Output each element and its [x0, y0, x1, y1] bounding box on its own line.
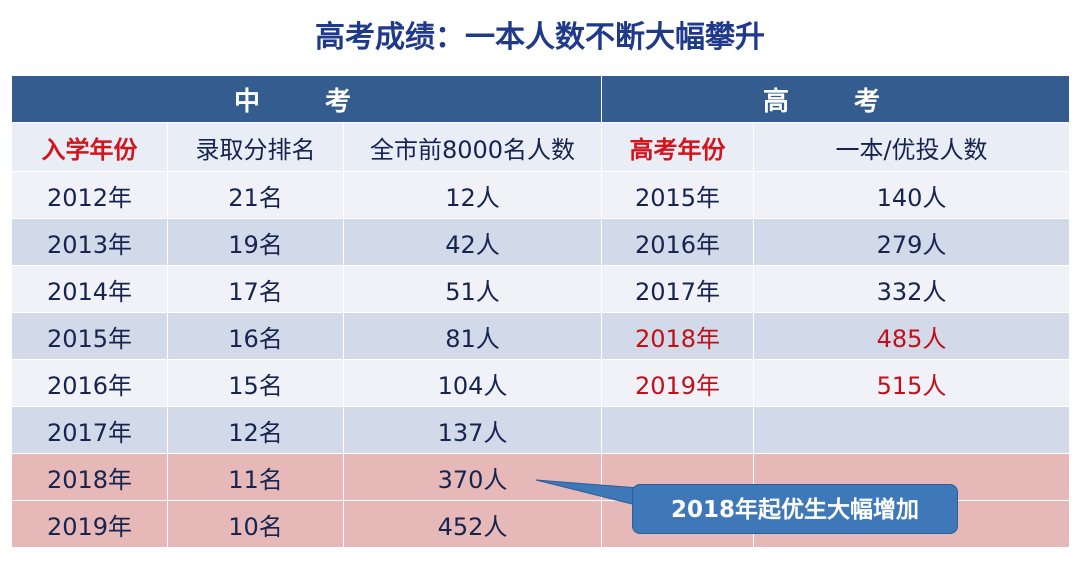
cell-tier1: 279人 [753, 218, 1070, 266]
col-header-rank: 录取分排名 [167, 122, 344, 172]
group-gaokao: 高 考 [601, 75, 1070, 123]
score-table: 中 考 高 考 入学年份 录取分排名 全市前8000名人数 高考年份 一本/优投… [11, 75, 1070, 548]
callout-box: 2018年起优生大幅增加 [632, 484, 958, 534]
cell-tier1 [753, 406, 1070, 454]
cell-top8000: 452人 [343, 500, 602, 548]
cell-tier1: 485人 [753, 312, 1070, 360]
col-header-top8000: 全市前8000名人数 [343, 122, 602, 172]
cell-tier1: 140人 [753, 171, 1070, 219]
cell-entry-year: 2012年 [11, 171, 168, 219]
cell-exam-year: 2017年 [601, 265, 754, 313]
cell-entry-year: 2014年 [11, 265, 168, 313]
cell-rank: 16名 [167, 312, 344, 360]
group-header-row: 中 考 高 考 [11, 75, 1070, 123]
table-row: 2016年 15名 104人 2019年 515人 [11, 359, 1070, 407]
cell-exam-year [601, 406, 754, 454]
cell-exam-year: 2016年 [601, 218, 754, 266]
cell-top8000: 42人 [343, 218, 602, 266]
col-header-entry-year: 入学年份 [11, 122, 168, 172]
cell-top8000: 137人 [343, 406, 602, 454]
table-row: 2017年 12名 137人 [11, 406, 1070, 454]
table-row: 2012年 21名 12人 2015年 140人 [11, 171, 1070, 219]
table-row: 2014年 17名 51人 2017年 332人 [11, 265, 1070, 313]
cell-entry-year: 2018年 [11, 453, 168, 501]
cell-entry-year: 2017年 [11, 406, 168, 454]
table-row: 2018年 11名 370人 [11, 453, 1070, 501]
cell-rank: 12名 [167, 406, 344, 454]
cell-entry-year: 2015年 [11, 312, 168, 360]
page-title: 高考成绩：一本人数不断大幅攀升 [315, 20, 765, 55]
cell-rank: 19名 [167, 218, 344, 266]
column-header-row: 入学年份 录取分排名 全市前8000名人数 高考年份 一本/优投人数 [11, 122, 1070, 172]
cell-rank: 15名 [167, 359, 344, 407]
cell-top8000: 370人 [343, 453, 602, 501]
table-row: 2015年 16名 81人 2018年 485人 [11, 312, 1070, 360]
col-header-exam-year: 高考年份 [601, 122, 754, 172]
cell-rank: 17名 [167, 265, 344, 313]
cell-exam-year: 2018年 [601, 312, 754, 360]
cell-entry-year: 2019年 [11, 500, 168, 548]
cell-top8000: 104人 [343, 359, 602, 407]
cell-tier1: 515人 [753, 359, 1070, 407]
cell-exam-year: 2019年 [601, 359, 754, 407]
table-row: 2013年 19名 42人 2016年 279人 [11, 218, 1070, 266]
cell-exam-year: 2015年 [601, 171, 754, 219]
group-zhongkao: 中 考 [11, 75, 602, 123]
cell-entry-year: 2013年 [11, 218, 168, 266]
cell-rank: 11名 [167, 453, 344, 501]
cell-entry-year: 2016年 [11, 359, 168, 407]
col-header-tier1: 一本/优投人数 [753, 122, 1070, 172]
cell-top8000: 81人 [343, 312, 602, 360]
cell-top8000: 12人 [343, 171, 602, 219]
cell-tier1: 332人 [753, 265, 1070, 313]
cell-top8000: 51人 [343, 265, 602, 313]
cell-rank: 10名 [167, 500, 344, 548]
cell-rank: 21名 [167, 171, 344, 219]
